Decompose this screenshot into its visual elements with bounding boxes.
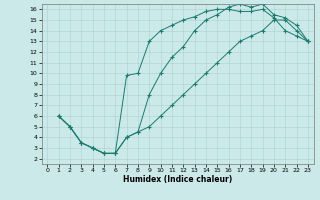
X-axis label: Humidex (Indice chaleur): Humidex (Indice chaleur) bbox=[123, 175, 232, 184]
